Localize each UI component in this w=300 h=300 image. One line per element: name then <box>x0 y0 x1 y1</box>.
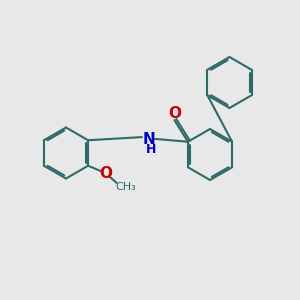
Text: O: O <box>168 106 181 121</box>
Text: N: N <box>142 132 155 147</box>
Text: O: O <box>100 166 112 181</box>
Text: H: H <box>146 142 157 156</box>
Text: CH₃: CH₃ <box>115 182 136 192</box>
